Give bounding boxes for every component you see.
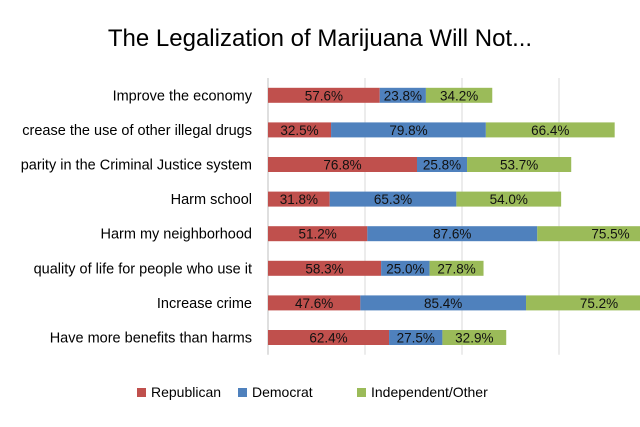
bar-democrat [331, 122, 486, 138]
data-label: 32.9% [455, 331, 493, 346]
legend-label: Republican [151, 384, 221, 400]
legend: Republican Democrat Independent/Other [137, 384, 488, 400]
bar-republican [268, 260, 382, 276]
data-label: 76.8% [323, 158, 361, 173]
category-labels: Improve the economy crease the use of oth… [21, 88, 253, 346]
bar-democrat [379, 87, 426, 103]
gridlines [267, 78, 560, 355]
bar-republican [268, 330, 390, 345]
bar-republican [268, 122, 332, 138]
category-label: crease the use of other illegal drugs [22, 123, 252, 139]
category-label: Harm my neighborhood [100, 227, 252, 243]
data-label: 47.6% [295, 296, 333, 311]
data-label: 53.7% [500, 158, 538, 173]
data-label: 58.3% [305, 261, 343, 276]
data-label: 57.6% [305, 88, 343, 103]
legend-label: Democrat [252, 384, 313, 400]
bar-democrat [367, 226, 538, 242]
data-label: 31.8% [280, 192, 318, 207]
bar-republican [268, 191, 330, 207]
data-label: 66.4% [531, 123, 569, 138]
legend-swatch [238, 388, 247, 397]
bars: 57.6% 23.8% 34.2% 32.5% 79.8% 66.4% 76.8% 25.8%… [268, 87, 640, 346]
data-label: 23.8% [384, 88, 422, 103]
bar-republican [268, 157, 417, 172]
legend-label: Independent/Other [371, 384, 488, 400]
category-label: Have more benefits than harms [50, 331, 252, 347]
data-label: 75.2% [580, 296, 618, 311]
category-label: Improve the economy [113, 88, 253, 104]
bar-independent-other [526, 295, 640, 311]
bar-independent-other [485, 122, 615, 138]
category-label: parity in the Criminal Justice system [21, 158, 252, 174]
data-label: 25.8% [423, 158, 461, 173]
category-label: Harm school [171, 192, 252, 208]
bar-independent-other [442, 330, 507, 345]
data-label: 87.6% [433, 227, 471, 242]
bar-independent-other [467, 157, 572, 172]
bar-democrat [416, 157, 468, 172]
bar-republican [268, 87, 380, 103]
data-label: 27.5% [397, 331, 435, 346]
legend-swatch [357, 388, 366, 397]
chart-title: The Legalization of Marijuana Will Not..… [108, 25, 532, 52]
data-label: 79.8% [389, 123, 427, 138]
bar-democrat [329, 191, 457, 207]
data-label: 34.2% [440, 88, 478, 103]
data-label: 32.5% [280, 123, 318, 138]
bar-democrat [360, 295, 527, 311]
bar-republican [268, 295, 361, 311]
bar-democrat [389, 330, 443, 345]
category-label: Increase crime [157, 296, 252, 312]
bar-independent-other [537, 226, 640, 242]
data-label: 85.4% [424, 296, 462, 311]
category-label: quality of life for people who use it [34, 261, 252, 277]
data-label: 27.8% [437, 261, 475, 276]
data-label: 51.2% [299, 227, 337, 242]
bar-independent-other [456, 191, 562, 207]
bar-republican [268, 226, 368, 242]
bar-independent-other [429, 260, 484, 276]
data-label: 65.3% [374, 192, 412, 207]
bar-independent-other [425, 87, 493, 103]
data-label: 54.0% [490, 192, 528, 207]
legend-swatch [137, 388, 146, 397]
bar-democrat [381, 260, 430, 276]
data-label: 25.0% [386, 261, 424, 276]
data-label: 62.4% [309, 331, 347, 346]
data-label: 75.5% [591, 227, 629, 242]
